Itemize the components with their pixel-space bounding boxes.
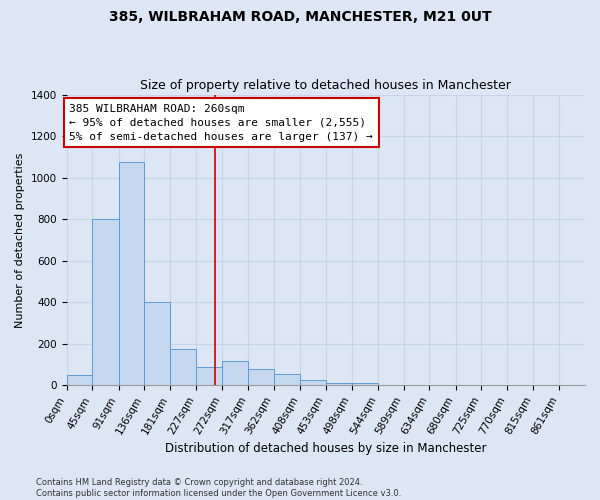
Bar: [300, 380, 326, 385]
X-axis label: Distribution of detached houses by size in Manchester: Distribution of detached houses by size …: [165, 442, 487, 455]
Bar: [145, 302, 170, 385]
Bar: [248, 368, 274, 385]
Text: Contains HM Land Registry data © Crown copyright and database right 2024.
Contai: Contains HM Land Registry data © Crown c…: [36, 478, 401, 498]
Y-axis label: Number of detached properties: Number of detached properties: [15, 152, 25, 328]
Bar: [222, 362, 248, 385]
Bar: [326, 383, 352, 385]
Bar: [92, 219, 119, 385]
Bar: [274, 374, 300, 385]
Bar: [67, 375, 92, 385]
Bar: [352, 383, 378, 385]
Bar: [196, 366, 222, 385]
Bar: [170, 349, 196, 385]
Bar: [119, 162, 145, 385]
Title: Size of property relative to detached houses in Manchester: Size of property relative to detached ho…: [140, 79, 511, 92]
Text: 385, WILBRAHAM ROAD, MANCHESTER, M21 0UT: 385, WILBRAHAM ROAD, MANCHESTER, M21 0UT: [109, 10, 491, 24]
Text: 385 WILBRAHAM ROAD: 260sqm
← 95% of detached houses are smaller (2,555)
5% of se: 385 WILBRAHAM ROAD: 260sqm ← 95% of deta…: [70, 104, 373, 142]
